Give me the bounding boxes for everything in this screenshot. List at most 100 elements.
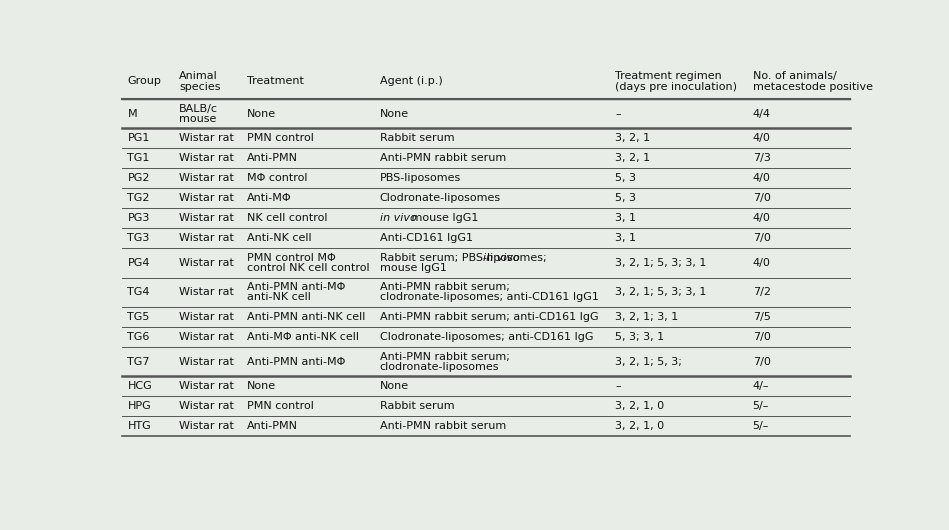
Text: 3, 2, 1; 3, 1: 3, 2, 1; 3, 1 (615, 312, 679, 322)
Text: 4/0: 4/0 (753, 173, 771, 183)
Text: TG2: TG2 (127, 193, 150, 204)
Text: Wistar rat: Wistar rat (179, 357, 233, 367)
Text: anti-NK cell: anti-NK cell (248, 293, 311, 302)
Text: Anti-PMN anti-NK cell: Anti-PMN anti-NK cell (248, 312, 365, 322)
Text: 3, 2, 1: 3, 2, 1 (615, 133, 650, 143)
Text: Wistar rat: Wistar rat (179, 401, 233, 411)
Text: Anti-PMN: Anti-PMN (248, 421, 298, 431)
Text: PMN control: PMN control (248, 133, 314, 143)
Text: clodronate-liposomes; anti-CD161 IgG1: clodronate-liposomes; anti-CD161 IgG1 (380, 293, 599, 302)
Text: Agent (i.p.): Agent (i.p.) (380, 76, 442, 86)
Text: None: None (248, 109, 276, 119)
Text: 3, 2, 1; 5, 3;: 3, 2, 1; 5, 3; (615, 357, 682, 367)
Text: clodronate-liposomes: clodronate-liposomes (380, 361, 499, 372)
Text: 4/0: 4/0 (753, 133, 771, 143)
Text: HCG: HCG (127, 381, 152, 391)
Text: Wistar rat: Wistar rat (179, 312, 233, 322)
Text: Anti-MΦ anti-NK cell: Anti-MΦ anti-NK cell (248, 332, 360, 342)
Text: HPG: HPG (127, 401, 151, 411)
Text: TG4: TG4 (127, 287, 150, 297)
Text: Wistar rat: Wistar rat (179, 381, 233, 391)
Text: 7/0: 7/0 (753, 233, 771, 243)
Text: Wistar rat: Wistar rat (179, 258, 233, 268)
Text: Anti-CD161 IgG1: Anti-CD161 IgG1 (380, 233, 473, 243)
Text: None: None (248, 381, 276, 391)
Text: Anti-NK cell: Anti-NK cell (248, 233, 312, 243)
Text: mouse IgG1: mouse IgG1 (408, 214, 478, 223)
Text: 7/0: 7/0 (753, 193, 771, 204)
Text: Wistar rat: Wistar rat (179, 287, 233, 297)
Text: 7/3: 7/3 (753, 153, 771, 163)
Text: Anti-PMN: Anti-PMN (248, 153, 298, 163)
Text: 4/0: 4/0 (753, 214, 771, 223)
Text: Treatment regimen
(days pre inoculation): Treatment regimen (days pre inoculation) (615, 70, 737, 92)
Text: Animal
species: Animal species (179, 70, 220, 92)
Text: PG1: PG1 (127, 133, 150, 143)
Text: 7/5: 7/5 (753, 312, 771, 322)
Text: Treatment: Treatment (248, 76, 305, 86)
Text: PBS-liposomes: PBS-liposomes (380, 173, 461, 183)
Text: 7/2: 7/2 (753, 287, 771, 297)
Text: Group: Group (127, 76, 161, 86)
Text: 4/–: 4/– (753, 381, 769, 391)
Text: Anti-PMN rabbit serum: Anti-PMN rabbit serum (380, 421, 506, 431)
Text: Anti-PMN rabbit serum: Anti-PMN rabbit serum (380, 153, 506, 163)
Text: 5, 3: 5, 3 (615, 193, 636, 204)
Text: Wistar rat: Wistar rat (179, 173, 233, 183)
Text: mouse: mouse (179, 113, 216, 123)
Text: Anti-PMN rabbit serum;: Anti-PMN rabbit serum; (380, 282, 510, 292)
Text: Wistar rat: Wistar rat (179, 332, 233, 342)
Text: TG3: TG3 (127, 233, 150, 243)
Text: M: M (127, 109, 137, 119)
Text: 3, 1: 3, 1 (615, 233, 636, 243)
Text: BALB/c: BALB/c (179, 104, 218, 113)
Text: –: – (615, 381, 621, 391)
Text: None: None (380, 109, 409, 119)
Text: Rabbit serum: Rabbit serum (380, 133, 455, 143)
Text: 3, 2, 1, 0: 3, 2, 1, 0 (615, 401, 664, 411)
Text: 5, 3; 3, 1: 5, 3; 3, 1 (615, 332, 664, 342)
Text: in vivo: in vivo (483, 253, 520, 263)
Text: TG1: TG1 (127, 153, 150, 163)
Text: TG5: TG5 (127, 312, 150, 322)
Text: Anti-PMN anti-MΦ: Anti-PMN anti-MΦ (248, 282, 345, 292)
Text: Anti-PMN rabbit serum; anti-CD161 IgG: Anti-PMN rabbit serum; anti-CD161 IgG (380, 312, 598, 322)
Text: NK cell control: NK cell control (248, 214, 327, 223)
Text: PG2: PG2 (127, 173, 150, 183)
Text: control NK cell control: control NK cell control (248, 263, 370, 273)
Text: Anti-MΦ: Anti-MΦ (248, 193, 292, 204)
Text: Anti-PMN rabbit serum;: Anti-PMN rabbit serum; (380, 351, 510, 361)
Text: 5, 3: 5, 3 (615, 173, 636, 183)
Text: Rabbit serum; PBS-liposomes;: Rabbit serum; PBS-liposomes; (380, 253, 549, 263)
Text: 5/–: 5/– (753, 421, 769, 431)
Text: 4/0: 4/0 (753, 258, 771, 268)
Text: mouse IgG1: mouse IgG1 (380, 263, 447, 273)
Text: TG6: TG6 (127, 332, 150, 342)
Text: Wistar rat: Wistar rat (179, 233, 233, 243)
Text: 3, 1: 3, 1 (615, 214, 636, 223)
Text: 3, 2, 1, 0: 3, 2, 1, 0 (615, 421, 664, 431)
Text: None: None (380, 381, 409, 391)
Text: PMN control MΦ: PMN control MΦ (248, 253, 336, 263)
Text: PMN control: PMN control (248, 401, 314, 411)
Text: Wistar rat: Wistar rat (179, 153, 233, 163)
Text: 7/0: 7/0 (753, 332, 771, 342)
Text: TG7: TG7 (127, 357, 150, 367)
Text: Clodronate-liposomes; anti-CD161 IgG: Clodronate-liposomes; anti-CD161 IgG (380, 332, 593, 342)
Text: Wistar rat: Wistar rat (179, 214, 233, 223)
Text: –: – (615, 109, 621, 119)
Text: 5/–: 5/– (753, 401, 769, 411)
Text: 7/0: 7/0 (753, 357, 771, 367)
Text: Anti-PMN anti-MΦ: Anti-PMN anti-MΦ (248, 357, 345, 367)
Text: Rabbit serum: Rabbit serum (380, 401, 455, 411)
Text: 4/4: 4/4 (753, 109, 771, 119)
Text: Clodronate-liposomes: Clodronate-liposomes (380, 193, 501, 204)
Text: in vivo: in vivo (380, 214, 417, 223)
Text: No. of animals/
metacestode positive: No. of animals/ metacestode positive (753, 70, 872, 92)
Text: 3, 2, 1: 3, 2, 1 (615, 153, 650, 163)
Text: 3, 2, 1; 5, 3; 3, 1: 3, 2, 1; 5, 3; 3, 1 (615, 287, 706, 297)
Text: Wistar rat: Wistar rat (179, 133, 233, 143)
Text: HTG: HTG (127, 421, 151, 431)
Text: Wistar rat: Wistar rat (179, 193, 233, 204)
Text: MΦ control: MΦ control (248, 173, 307, 183)
